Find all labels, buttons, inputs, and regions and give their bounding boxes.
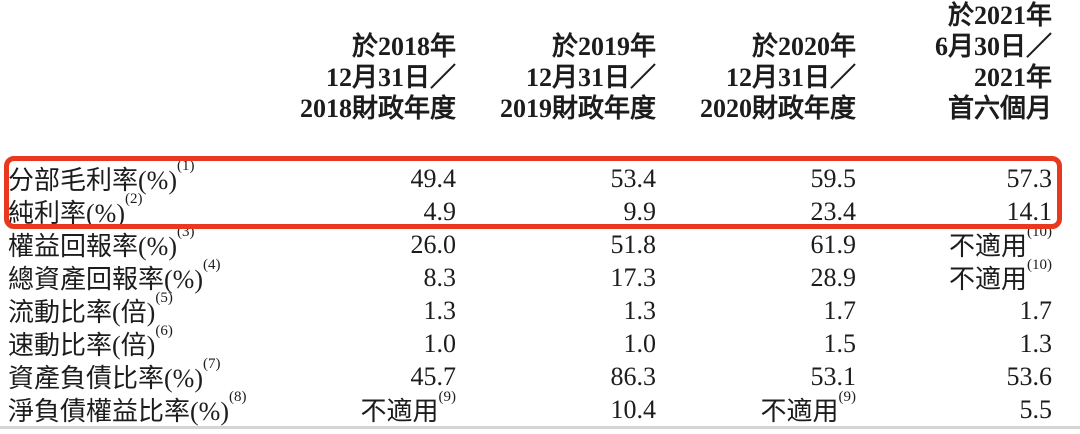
header-line: 12月31日／ (525, 63, 656, 92)
cell-value: 17.3 (610, 262, 657, 292)
cell-value: 不適用(9) (360, 389, 457, 426)
header-line: 6月30日／ (934, 32, 1052, 61)
table-row-gearing-ratio: 資產負債比率(%)(7) 45.7 86.3 53.1 53.6 (0, 357, 1053, 393)
table-row-quick-ratio: 速動比率(倍)(6) 1.0 1.0 1.5 1.3 (0, 324, 1053, 360)
cell-value: 53.6 (1006, 361, 1053, 391)
table-row-return-on-equity: 權益回報率(%)(3) 26.0 51.8 61.9 不適用(10) (0, 225, 1052, 261)
cell-value: 1.3 (1019, 328, 1053, 358)
footnote-ref: (9) (838, 389, 857, 406)
cell-value: 23.4 (810, 196, 857, 226)
cell-value: 8.3 (423, 262, 457, 292)
footnote-ref: (2) (124, 191, 143, 208)
row-label: 流動比率(倍)(5) (8, 290, 173, 327)
header-line: 於2019年 (551, 32, 656, 61)
cell-value: 1.7 (823, 295, 857, 325)
header-line: 2021年 (973, 63, 1052, 92)
bottom-divider (0, 426, 1080, 429)
cell-value: 10.4 (610, 394, 657, 424)
table-row-return-on-assets: 總資產回報率(%)(4) 8.3 17.3 28.9 不適用(10) (0, 258, 1052, 294)
footnote-ref: (10) (1027, 224, 1052, 241)
cell-value: 5.5 (1019, 394, 1053, 424)
row-label: 分部毛利率(%)(1) (8, 158, 195, 195)
cell-value: 61.9 (810, 229, 857, 259)
cell-value: 53.4 (610, 163, 657, 193)
header-line: 12月31日／ (725, 63, 856, 92)
cell-value: 86.3 (610, 361, 657, 391)
row-label: 資產負債比率(%)(7) (8, 356, 221, 393)
header-line: 於2021年 (947, 1, 1052, 30)
header-col-fy2018: 於2018年 12月31日／ 2018財政年度 (270, 31, 456, 126)
footnote-ref: (1) (176, 158, 195, 175)
cell-value: 1.0 (623, 328, 657, 358)
cell-value: 28.9 (810, 262, 857, 292)
header-line: 2020財政年度 (699, 94, 856, 123)
cell-value: 53.1 (810, 361, 857, 391)
row-label: 純利率(%)(2) (8, 191, 143, 228)
footnote-ref: (8) (228, 389, 247, 406)
footnote-ref: (5) (155, 290, 173, 307)
cell-value: 不適用(10) (948, 257, 1052, 294)
cell-value: 57.3 (1006, 163, 1053, 193)
row-label: 總資產回報率(%)(4) (8, 257, 221, 294)
cell-value: 1.7 (1019, 295, 1053, 325)
table-row-net-margin: 純利率(%)(2) 4.9 9.9 23.4 14.1 (0, 192, 1053, 228)
cell-value: 1.3 (423, 295, 457, 325)
header-line: 於2020年 (751, 32, 856, 61)
header-label-column-spacer (0, 124, 270, 126)
header-col-h1-2021: 於2021年 6月30日／ 2021年 首六個月 (856, 0, 1052, 126)
row-label: 權益回報率(%)(3) (8, 224, 195, 261)
cell-value: 49.4 (410, 163, 457, 193)
table-body: 分部毛利率(%)(1) 49.4 53.4 59.5 57.3 純利率(%)(2… (0, 159, 1053, 426)
cell-value: 1.5 (823, 328, 857, 358)
header-line: 於2018年 (351, 32, 456, 61)
footnote-ref: (6) (155, 323, 173, 340)
table-header-row: 於2018年 12月31日／ 2018財政年度 於2019年 12月31日／ 2… (0, 0, 1052, 126)
table-row-segment-gross-margin: 分部毛利率(%)(1) 49.4 53.4 59.5 57.3 (0, 159, 1053, 195)
footnote-ref: (9) (438, 389, 457, 406)
footnote-ref: (10) (1027, 257, 1052, 274)
cell-value: 不適用(10) (948, 224, 1052, 261)
table-row-net-debt-to-equity: 淨負債權益比率(%)(8) 不適用(9) 10.4 不適用(9) 5.5 (0, 390, 1053, 426)
header-line: 2019財政年度 (499, 94, 656, 123)
cell-value: 14.1 (1006, 196, 1053, 226)
cell-value: 1.0 (423, 328, 457, 358)
footnote-ref: (3) (176, 224, 195, 241)
header-line: 首六個月 (947, 94, 1052, 123)
cell-value: 51.8 (610, 229, 657, 259)
cell-value: 不適用(9) (760, 389, 857, 426)
footnote-ref: (7) (202, 356, 221, 373)
cell-value: 1.3 (623, 295, 657, 325)
row-label: 速動比率(倍)(6) (8, 323, 173, 360)
header-line: 2018財政年度 (299, 94, 456, 123)
cell-value: 26.0 (410, 229, 457, 259)
cell-value: 59.5 (810, 163, 857, 193)
cell-value: 4.9 (423, 196, 457, 226)
table-row-current-ratio: 流動比率(倍)(5) 1.3 1.3 1.7 1.7 (0, 291, 1053, 327)
footnote-ref: (4) (202, 257, 221, 274)
header-line: 12月31日／ (325, 63, 456, 92)
cell-value: 9.9 (623, 196, 657, 226)
cell-value: 45.7 (410, 361, 457, 391)
header-col-fy2020: 於2020年 12月31日／ 2020財政年度 (656, 31, 856, 126)
header-col-fy2019: 於2019年 12月31日／ 2019財政年度 (456, 31, 656, 126)
row-label: 淨負債權益比率(%)(8) (8, 389, 247, 426)
